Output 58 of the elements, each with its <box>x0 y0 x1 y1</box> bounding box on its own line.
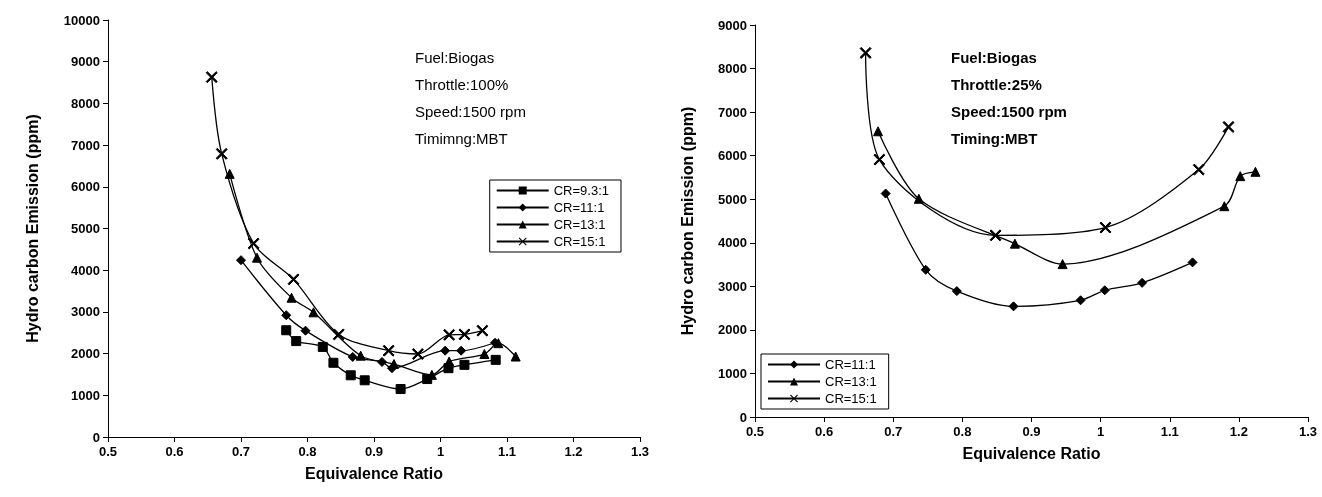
y-tick-label: 1000 <box>718 365 747 381</box>
x-tick-label: 1.1 <box>1160 424 1179 439</box>
legend-label: CR=15:1 <box>553 234 606 249</box>
y-tick-label: 7000 <box>718 104 747 120</box>
x-axis-title: Equivalence Ratio <box>962 444 1101 462</box>
x-tick-label: 0.9 <box>1022 424 1041 439</box>
annotation: Timing:MBT <box>951 130 1038 147</box>
x-tick-label: 0.7 <box>884 424 903 439</box>
x-tick-label: 1 <box>436 444 445 459</box>
y-tick-label: 5000 <box>71 221 100 236</box>
legend-label: CR=11:1 <box>825 357 876 372</box>
annotation: Speed:1500 rpm <box>951 103 1067 120</box>
y-tick-label: 8000 <box>71 95 100 111</box>
legend-label: CR=13:1 <box>553 217 606 232</box>
y-tick-label: 4000 <box>71 262 100 278</box>
y-tick-label: 9000 <box>71 54 100 70</box>
x-tick-label: 1.1 <box>497 444 517 459</box>
y-tick-label: 10000 <box>63 12 100 28</box>
annotation: Throttle:100% <box>415 76 509 93</box>
x-tick-label: 0.5 <box>745 424 765 439</box>
annotation: Fuel:Biogas <box>415 49 495 66</box>
y-tick-label: 9000 <box>718 17 747 33</box>
x-tick-label: 0.6 <box>165 444 184 459</box>
legend-label: CR=9.3:1 <box>553 183 610 198</box>
annotation: Speed:1500 rpm <box>415 103 526 120</box>
legend-label: CR=15:1 <box>825 391 877 406</box>
x-tick-label: 1.3 <box>1298 424 1318 439</box>
x-tick-label: 0.7 <box>231 444 251 459</box>
y-tick-label: 0 <box>739 409 747 425</box>
annotation: Fuel:Biogas <box>951 49 1037 66</box>
y-tick-label: 5000 <box>718 191 747 207</box>
y-tick-label: 1000 <box>71 387 100 403</box>
y-tick-label: 2000 <box>718 322 747 338</box>
x-tick-label: 1.2 <box>564 444 583 459</box>
y-tick-label: 4000 <box>718 235 747 251</box>
y-tick-label: 6000 <box>718 148 747 164</box>
x-tick-label: 1.2 <box>1229 424 1248 439</box>
y-tick-label: 8000 <box>718 61 747 77</box>
x-tick-label: 0.5 <box>98 444 118 459</box>
y-tick-label: 0 <box>92 429 100 445</box>
x-tick-label: 0.6 <box>815 424 834 439</box>
annotation: Timimng:MBT <box>415 130 508 147</box>
y-tick-label: 3000 <box>71 304 100 320</box>
y-axis-title: Hydro carbon Emission (ppm) <box>678 106 696 336</box>
y-tick-label: 7000 <box>71 137 100 153</box>
y-tick-label: 6000 <box>71 179 100 195</box>
x-tick-label: 1 <box>1097 424 1105 439</box>
x-tick-label: 0.8 <box>298 444 317 459</box>
y-tick-label: 2000 <box>71 346 100 362</box>
x-axis-title: Equivalence Ratio <box>305 464 444 482</box>
x-tick-label: 1.3 <box>630 444 650 459</box>
x-tick-label: 0.9 <box>364 444 384 459</box>
legend-label: CR=13:1 <box>825 374 877 389</box>
y-axis-title: Hydro carbon Emission (ppm) <box>23 114 41 343</box>
annotation: Throttle:25% <box>951 76 1042 93</box>
legend-label: CR=11:1 <box>553 200 605 215</box>
x-tick-label: 0.8 <box>953 424 972 439</box>
y-tick-label: 3000 <box>718 278 747 294</box>
